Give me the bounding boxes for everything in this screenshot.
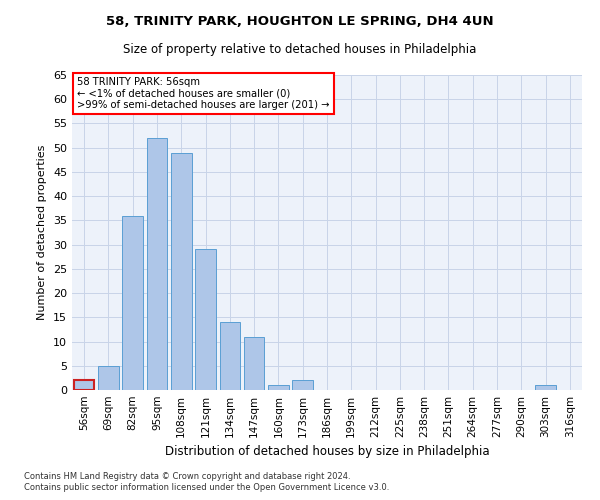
Text: 58 TRINITY PARK: 56sqm
← <1% of detached houses are smaller (0)
>99% of semi-det: 58 TRINITY PARK: 56sqm ← <1% of detached… <box>77 76 329 110</box>
Bar <box>220 322 240 390</box>
Bar <box>171 152 191 390</box>
Text: 58, TRINITY PARK, HOUGHTON LE SPRING, DH4 4UN: 58, TRINITY PARK, HOUGHTON LE SPRING, DH… <box>106 15 494 28</box>
Bar <box>244 336 265 390</box>
Text: Contains public sector information licensed under the Open Government Licence v3: Contains public sector information licen… <box>24 484 389 492</box>
Bar <box>122 216 143 390</box>
Y-axis label: Number of detached properties: Number of detached properties <box>37 145 47 320</box>
Bar <box>292 380 313 390</box>
Bar <box>195 250 216 390</box>
Bar <box>535 385 556 390</box>
Bar <box>268 385 289 390</box>
Text: Size of property relative to detached houses in Philadelphia: Size of property relative to detached ho… <box>124 42 476 56</box>
Text: Contains HM Land Registry data © Crown copyright and database right 2024.: Contains HM Land Registry data © Crown c… <box>24 472 350 481</box>
Bar <box>98 366 119 390</box>
X-axis label: Distribution of detached houses by size in Philadelphia: Distribution of detached houses by size … <box>164 446 490 458</box>
Bar <box>146 138 167 390</box>
Bar <box>74 380 94 390</box>
